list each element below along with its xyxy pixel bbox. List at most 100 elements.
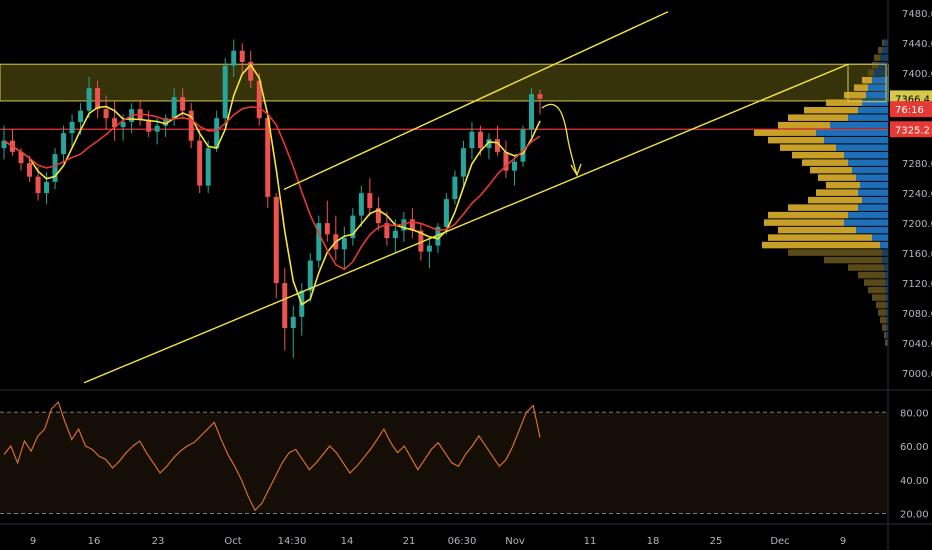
candle-body [537,94,543,99]
volume-bar-down [764,219,844,226]
time-axis-tick-label: 23 [152,536,165,547]
candle-body [358,193,364,216]
volume-bar-down [854,84,868,91]
candle-body [401,219,407,231]
candle-body [282,283,288,329]
volume-bar-up [882,256,888,264]
volume-bar-up [885,279,888,286]
candle-body [307,260,313,291]
volume-bar-up [862,99,888,106]
candle-body [171,97,177,119]
candle-body [265,118,271,197]
volume-bar-up [886,301,888,309]
time-axis-tick-label: Oct [224,536,241,547]
channel-upper-line [283,11,669,191]
volume-bar-up [858,204,888,211]
time-axis-tick-label: 06:30 [448,536,477,547]
time-axis-tick-label: 9 [30,536,36,547]
candle-body [197,140,203,186]
rsi-axis-tick-label: 80.00 [900,408,929,419]
candle-body [443,199,449,227]
volume-bar-up [860,181,888,189]
candle-body [273,196,279,284]
rsi-axis-tick-label: 20.00 [900,510,929,521]
volume-bar-down [848,264,884,271]
volume-bar-up [836,144,888,151]
candle-body [316,223,322,261]
volume-bar-down [788,114,848,121]
volume-bar-down [778,121,830,129]
time-axis-tick-label: 25 [710,536,723,547]
volume-bar-down [884,331,886,339]
candle-body [384,223,390,239]
candle-body [367,193,373,209]
candle-body [120,121,126,128]
time-axis-tick-label: 16 [88,536,101,547]
volume-bar-down [862,76,872,84]
candle-body [494,139,500,152]
volume-bar-up [858,189,888,196]
resistance-zone [0,63,889,102]
volume-bar-up [824,136,888,144]
volume-bar-up [874,69,888,76]
volume-bar-up [830,121,888,129]
candle-body [341,238,347,250]
candle-body [44,181,50,194]
volume-bar-down [768,136,824,144]
volume-bar-up [858,106,888,114]
volume-bar-up [868,84,888,91]
candle-body [511,161,517,171]
projection-arrow-head [570,163,582,177]
moving-average-slow [3,106,541,271]
volume-bar-down [878,309,886,316]
price-label: 7325.2 [895,125,930,136]
volume-bar-down [872,294,886,301]
time-axis-tick-label: 11 [584,536,597,547]
volume-bar-up [848,159,888,166]
volume-bar-up [880,54,888,61]
volume-bar-up [886,324,888,331]
price-axis-tick-label: 7000.0 [902,369,932,380]
candle-body [239,50,245,62]
candle-body [61,133,67,155]
candle-body [469,131,475,149]
channel-lower-line [83,63,849,384]
candle-body [418,230,424,252]
volume-bar-down [826,181,860,189]
volume-bar-up [844,219,888,226]
candle-body [350,215,356,239]
volume-bar-up [848,114,888,121]
volume-bar-up [884,264,888,271]
candle-body [112,118,118,128]
volume-bar-down [826,99,862,106]
candle-body [248,61,254,81]
candle-body [69,121,75,134]
candle-body [231,50,237,66]
candle-body [1,140,7,149]
volume-bar-up [880,241,888,249]
candle-body [180,97,186,111]
volume-bar-down [874,54,880,61]
volume-bar-down [778,226,856,234]
candle-body [146,119,152,132]
time-axis-tick-label: 14:30 [278,536,307,547]
volume-bar-down [816,189,858,196]
rsi-line [3,401,541,512]
candle-body [78,110,84,122]
volume-bar-down [868,69,874,76]
value-area-box [847,63,887,103]
price-axis-tick-label: 7240.0 [902,189,932,200]
candle-body [477,131,483,149]
volume-bar-down [802,159,848,166]
candle-body [256,80,262,119]
price-label-bg [890,101,932,118]
volume-bar-up [862,196,888,204]
candle-body [409,219,415,231]
rsi-axis-tick-label: 40.00 [900,476,929,487]
price-axis-tick-label: 7160.0 [902,249,932,260]
price-axis-tick-label: 7280.0 [902,159,932,170]
candle-body [435,226,441,246]
price-label: 7366.4 [895,94,930,105]
